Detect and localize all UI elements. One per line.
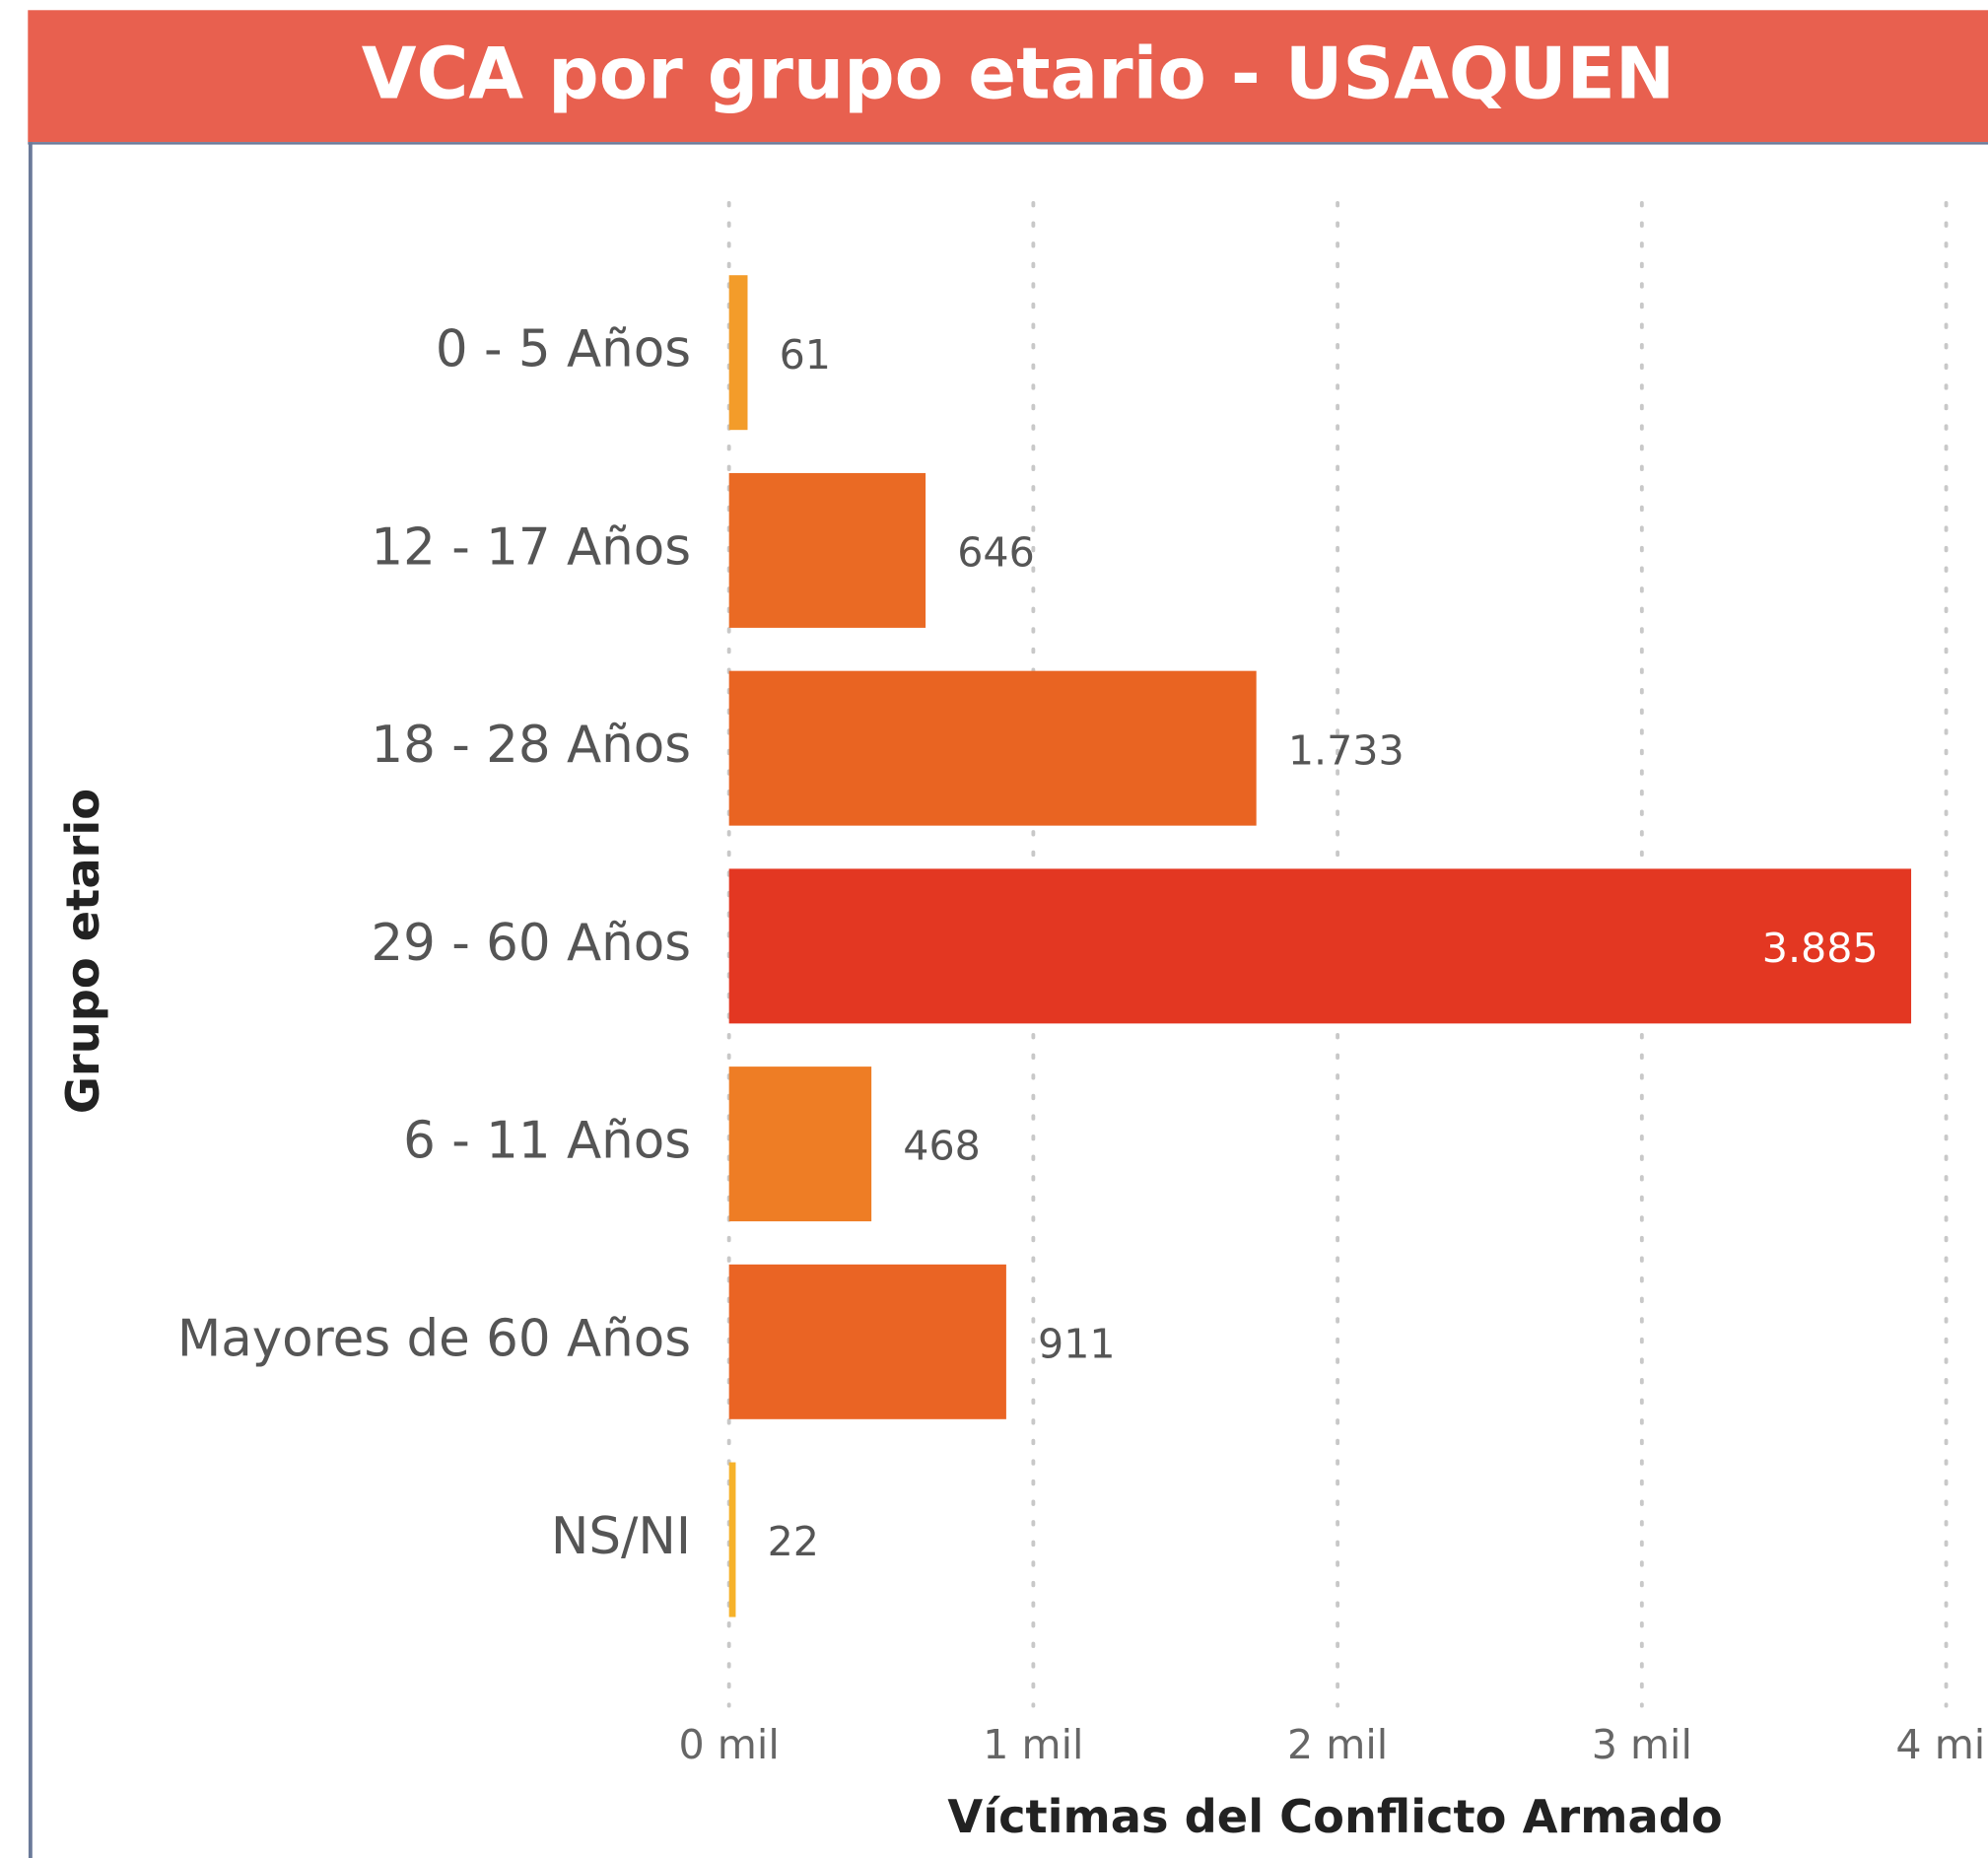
bar — [728, 472, 926, 628]
y-tick-label: 6 - 11 Años — [403, 1112, 691, 1171]
bar — [728, 1067, 872, 1222]
y-tick-label: 12 - 17 Años — [371, 517, 691, 577]
x-tick-label: 2 mil — [1287, 1721, 1388, 1768]
value-label: 61 — [780, 331, 831, 378]
bar — [728, 1462, 736, 1617]
x-axis-title: Víctimas del Conflicto Armado — [947, 1790, 1722, 1843]
value-label: 646 — [957, 529, 1035, 577]
bar — [728, 868, 1912, 1024]
value-label: 22 — [768, 1518, 819, 1565]
value-label: 3.885 — [1762, 925, 1879, 972]
y-tick-label: NS/NI — [551, 1507, 691, 1566]
bar — [728, 275, 748, 431]
y-axis-title: Grupo etario — [56, 789, 109, 1114]
value-label: 468 — [903, 1123, 981, 1170]
x-tick-label: 1 mil — [983, 1721, 1083, 1768]
bar — [728, 1264, 1006, 1419]
y-tick-label: 0 - 5 Años — [436, 320, 691, 379]
x-tick-label: 3 mil — [1592, 1721, 1692, 1768]
title-bar — [28, 10, 1988, 143]
y-tick-label: Mayores de 60 Años — [177, 1309, 691, 1368]
y-tick-label: 29 - 60 Años — [371, 914, 691, 973]
x-tick-label: 4 mil — [1895, 1721, 1988, 1768]
value-label: 911 — [1038, 1320, 1116, 1367]
value-label: 1.733 — [1288, 726, 1405, 774]
y-tick-label: 18 - 28 Años — [371, 716, 691, 775]
chart-title: VCA por grupo etario - USAQUEN — [362, 32, 1675, 114]
x-tick-label: 0 mil — [679, 1721, 780, 1768]
bar — [728, 670, 1257, 826]
